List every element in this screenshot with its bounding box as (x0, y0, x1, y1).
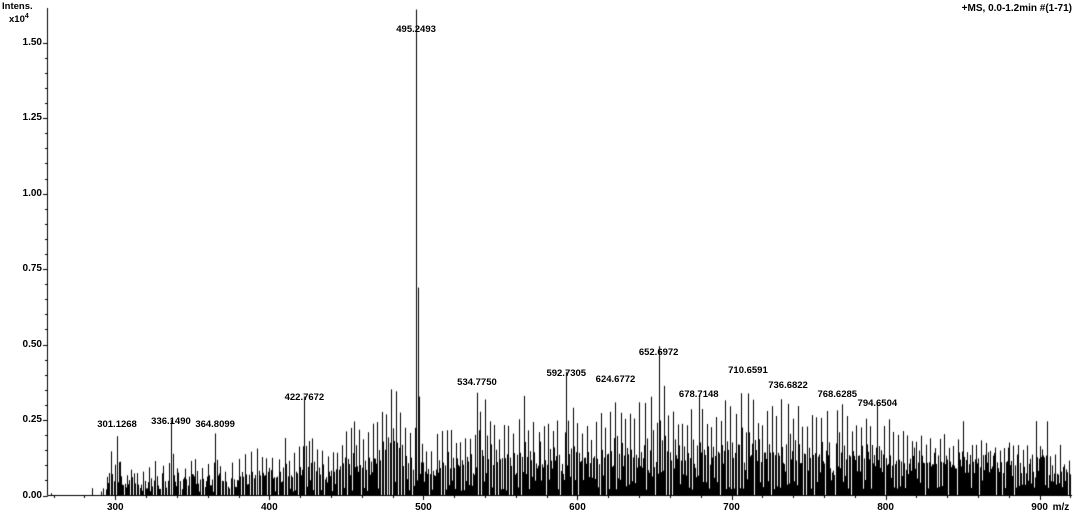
spectrum-annotation: +MS, 0.0-1.2min #(1-71) (961, 3, 1072, 14)
y-axis-scale: x104 (2, 12, 33, 25)
y-axis-scale-exponent: 4 (24, 13, 29, 20)
y-axis-title-text: Intens. (2, 1, 33, 12)
y-axis-scale-base: x10 (9, 14, 25, 26)
y-axis-title: Intens. x104 (2, 2, 33, 25)
